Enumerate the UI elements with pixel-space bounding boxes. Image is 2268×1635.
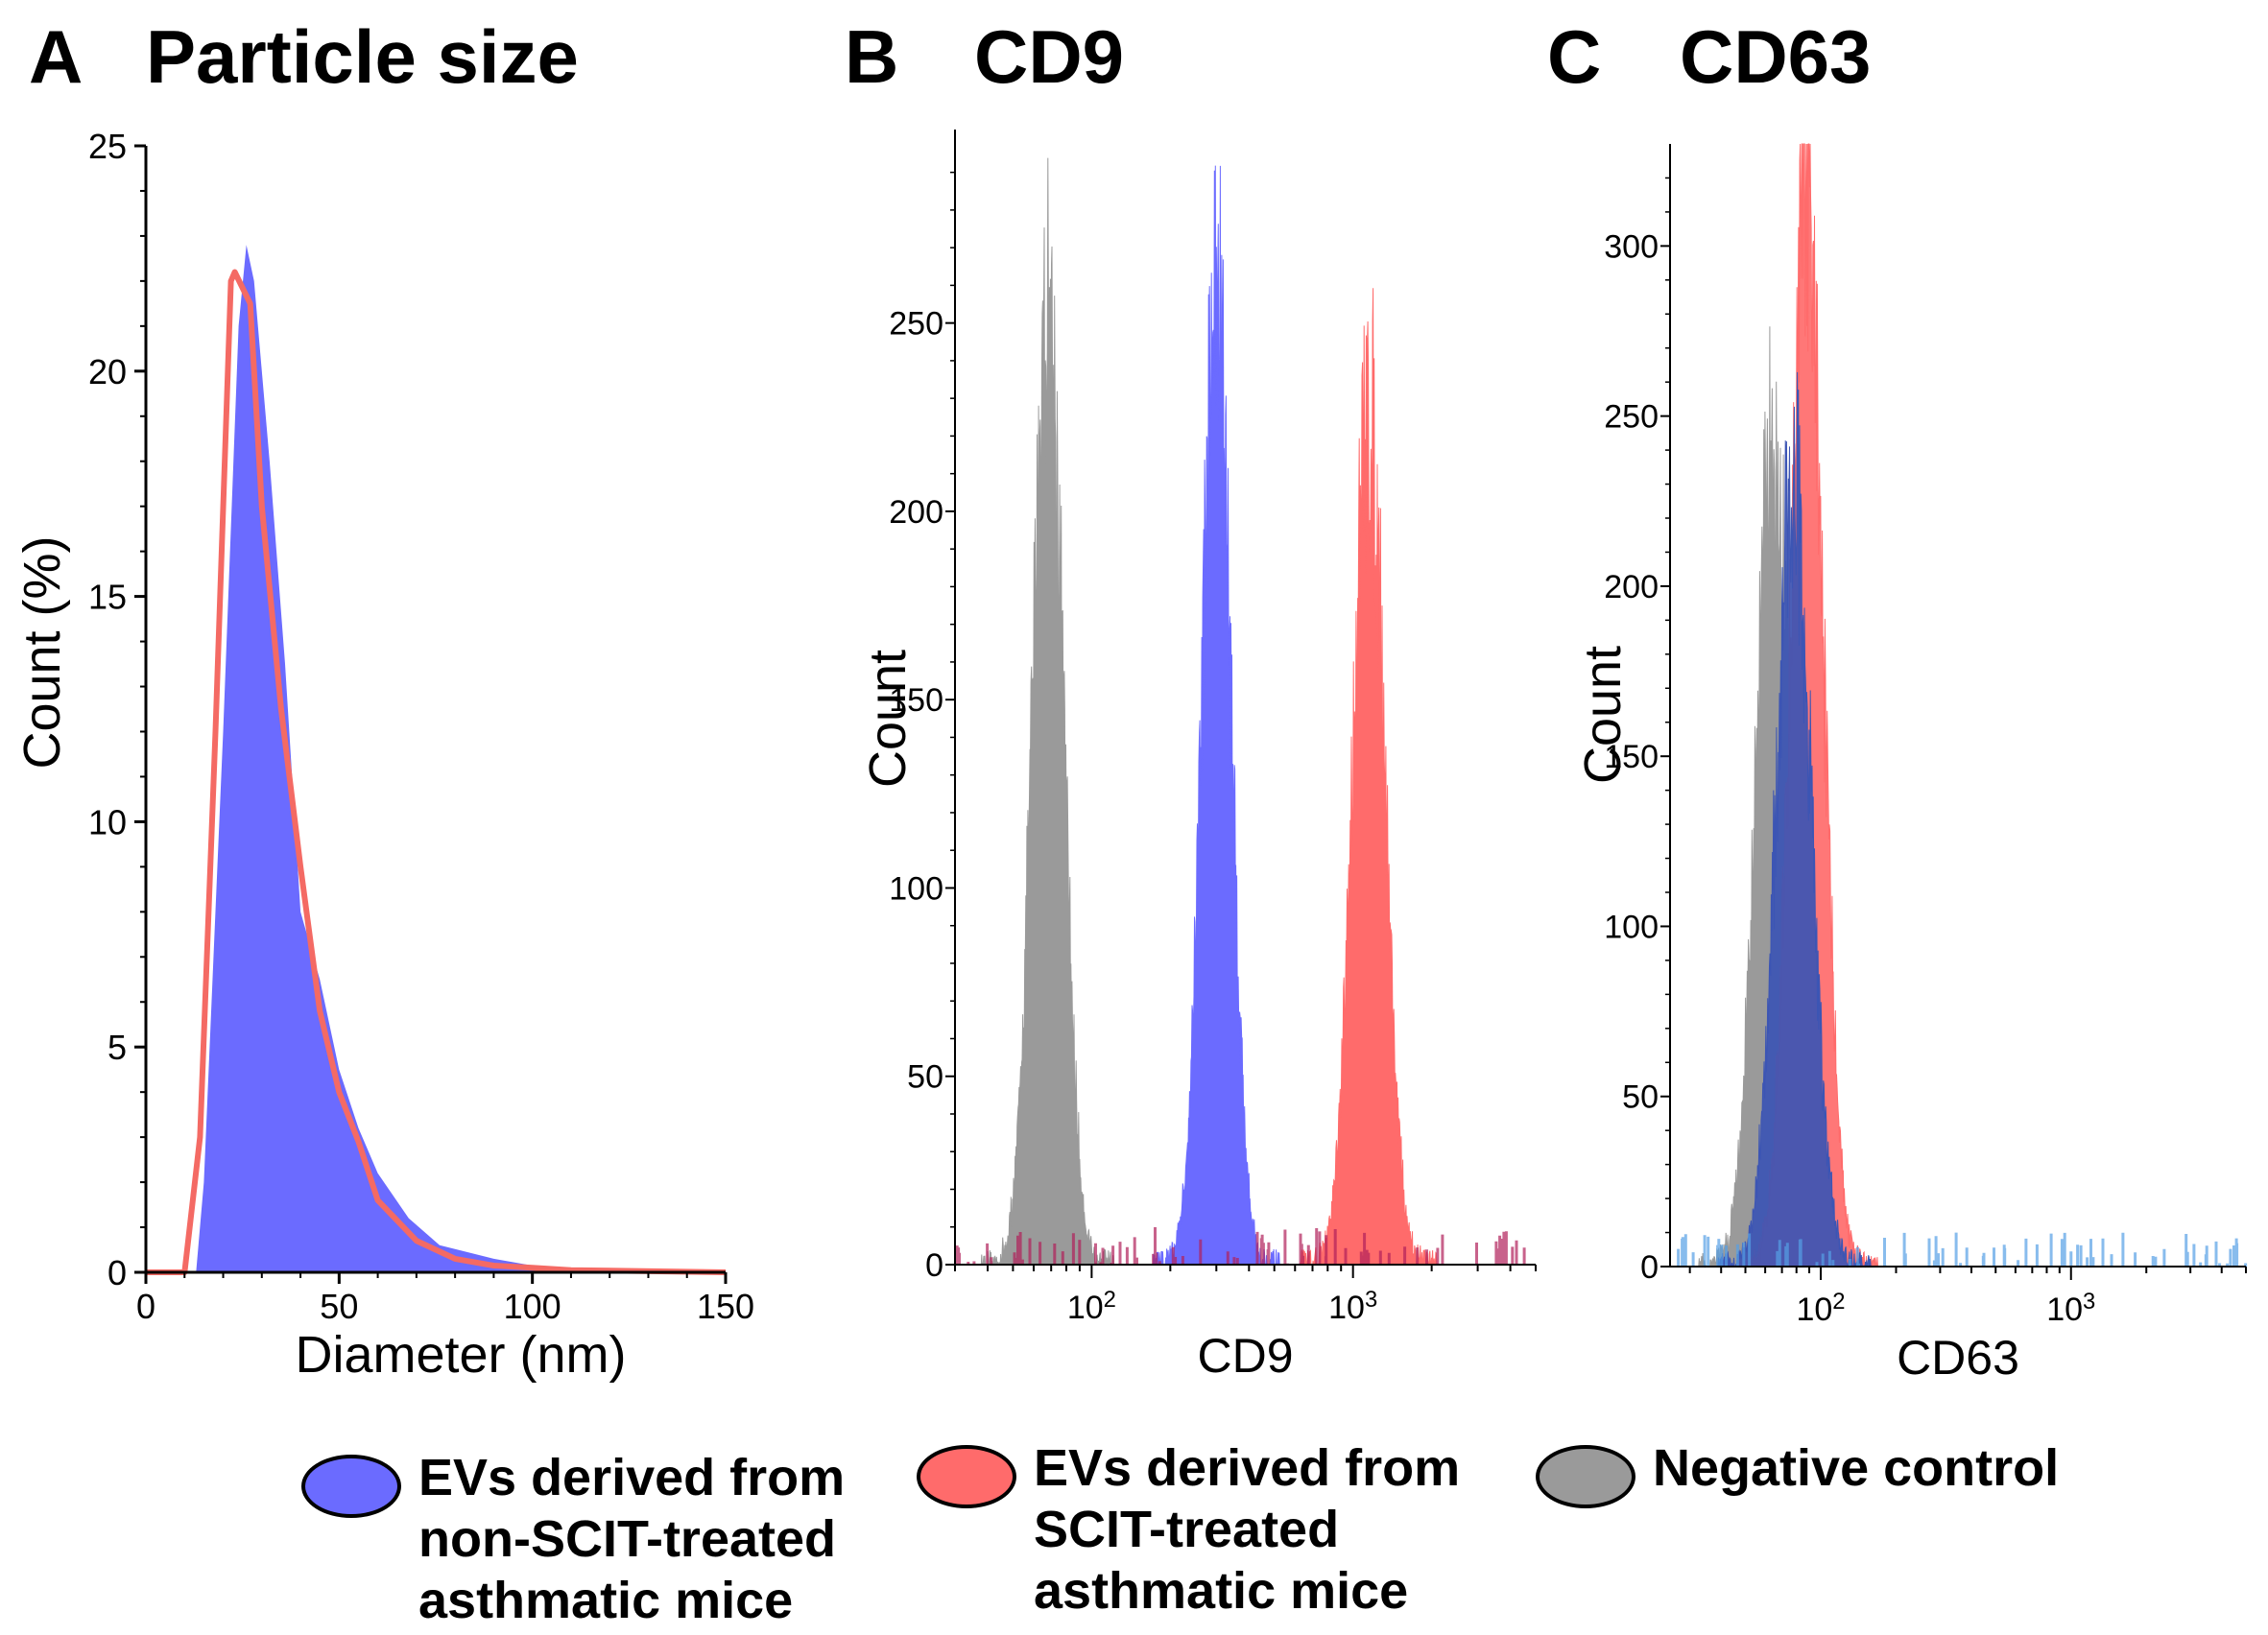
- y-tick-label-c: 0: [1640, 1249, 1659, 1286]
- y-tick-label-c: 50: [1622, 1079, 1659, 1116]
- baseline-noise-b: [955, 1227, 1526, 1265]
- y-tick-label-c: 100: [1604, 909, 1659, 945]
- legend-line: SCIT-treated: [1034, 1501, 1340, 1558]
- y-tick-label-b: 50: [907, 1059, 943, 1096]
- legend-item-scit: EVs derived from SCIT-treated asthmatic …: [917, 1437, 1460, 1622]
- y-tick-label-a: 0: [107, 1253, 127, 1292]
- legend-swatch-gray: [1536, 1445, 1635, 1508]
- histogram-b-blue: [1152, 165, 1280, 1267]
- y-tick-label-a: 25: [88, 127, 127, 166]
- legend-line: asthmatic mice: [418, 1572, 794, 1629]
- y-axis-label-b: Count: [859, 650, 917, 788]
- legend-line: non-SCIT-treated: [418, 1510, 837, 1568]
- x-tick-label-c: 103: [2046, 1289, 2095, 1328]
- x-tick-label-a: 0: [136, 1287, 155, 1326]
- y-tick-label-b: 0: [925, 1247, 943, 1284]
- y-axis-label-a: Count (%): [13, 535, 71, 769]
- legend-label-scit: EVs derived from SCIT-treated asthmatic …: [1034, 1437, 1460, 1622]
- legend-swatch-red: [917, 1445, 1016, 1508]
- legend: EVs derived from non-SCIT-treated asthma…: [0, 1430, 2268, 1635]
- legend-label-negative: Negative control: [1653, 1437, 2059, 1499]
- panel-c-letter: C: [1547, 14, 1601, 99]
- legend-item-non-scit: EVs derived from non-SCIT-treated asthma…: [301, 1447, 845, 1631]
- y-tick-label-b: 150: [889, 682, 943, 719]
- y-tick-label-a: 5: [107, 1028, 127, 1067]
- legend-line: EVs derived from: [418, 1449, 846, 1506]
- legend-line: asthmatic mice: [1034, 1562, 1409, 1620]
- legend-label-non-scit: EVs derived from non-SCIT-treated asthma…: [418, 1447, 845, 1631]
- panel-a-title: Particle size: [146, 14, 579, 99]
- series-line-scit: [146, 269, 727, 1275]
- y-tick-label-a: 15: [88, 578, 127, 617]
- y-tick-label-c: 250: [1604, 399, 1659, 436]
- y-tick-label-a: 10: [88, 802, 127, 841]
- panel-b-letter: B: [845, 14, 898, 99]
- histogram-b-red: [1299, 288, 1439, 1266]
- y-tick-label-c: 150: [1604, 739, 1659, 775]
- legend-item-negative: Negative control: [1536, 1437, 2059, 1508]
- x-axis-label-a: Diameter (nm): [295, 1326, 626, 1384]
- y-tick-label-b: 100: [889, 870, 943, 907]
- series-area-non-scit: [146, 245, 726, 1272]
- y-tick-label-b: 200: [889, 494, 943, 531]
- y-tick-label-a: 20: [88, 352, 127, 391]
- histogram-b-gray: [980, 157, 1115, 1267]
- legend-line: EVs derived from: [1034, 1439, 1461, 1497]
- panel-a-letter: A: [29, 14, 83, 99]
- panel-c-title: CD63: [1680, 14, 1871, 99]
- legend-line: Negative control: [1653, 1439, 2060, 1497]
- x-tick-label-c: 102: [1796, 1289, 1845, 1328]
- x-axis-label-c: CD63: [1897, 1331, 2019, 1385]
- y-axis-label-c: Count: [1574, 646, 1632, 784]
- x-tick-label-a: 50: [320, 1287, 358, 1326]
- y-tick-label-c: 300: [1604, 228, 1659, 265]
- x-tick-label-a: 100: [504, 1287, 561, 1326]
- x-tick-label-b: 103: [1328, 1287, 1377, 1326]
- y-tick-label-c: 200: [1604, 569, 1659, 605]
- x-tick-label-b: 102: [1067, 1287, 1116, 1326]
- y-tick-label-b: 250: [889, 306, 943, 343]
- panel-b-title: CD9: [974, 14, 1124, 99]
- x-tick-label-a: 150: [697, 1287, 754, 1326]
- legend-swatch-blue: [301, 1455, 401, 1518]
- x-axis-label-b: CD9: [1197, 1329, 1293, 1383]
